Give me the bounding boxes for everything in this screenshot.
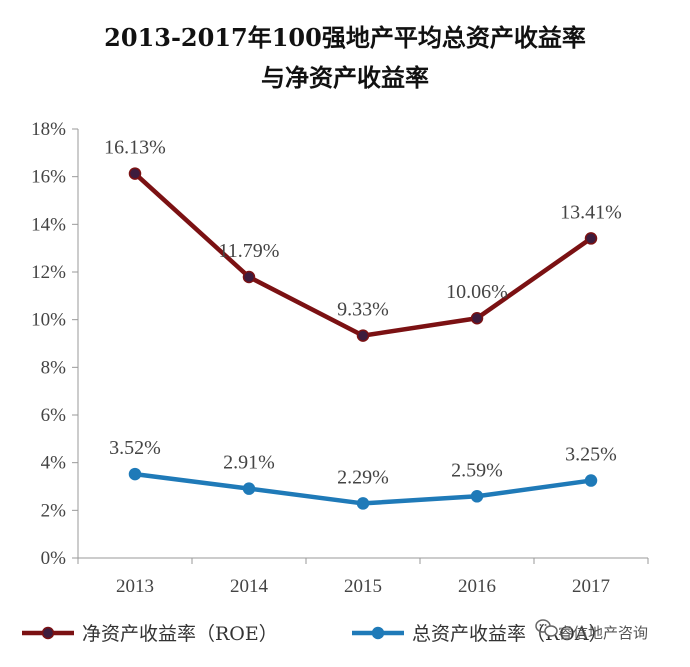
series-0-data-label: 10.06%: [446, 281, 508, 303]
y-tick-label: 12%: [31, 262, 66, 283]
x-tick-label: 2015: [344, 576, 382, 597]
series-1-point: [470, 490, 484, 503]
legend: 净资产收益率（ROE） 总资产收益率（ROA）: [22, 623, 608, 645]
series-1-point: [356, 497, 370, 510]
chart-title: 2013-2017年100强地产平均总资产收益率 与净资产收益率: [104, 23, 586, 92]
series: [128, 167, 598, 510]
y-tick-label: 0%: [41, 548, 67, 569]
series-0-point: [128, 167, 142, 180]
x-tick-label: 2014: [230, 576, 269, 597]
series-1-point: [128, 467, 142, 481]
watermark: 睿信地产咨询: [535, 619, 648, 642]
series-0-point: [470, 311, 484, 325]
y-tick-label: 8%: [41, 357, 67, 378]
chart-title-line-2: 与净资产收益率: [261, 63, 429, 92]
series-0-data-label: 16.13%: [104, 137, 166, 159]
series-1-data-label: 3.25%: [565, 444, 617, 466]
axes: 0% 2% 4% 6% 8% 10% 12% 14% 16% 18% 2013 2014 2015 201…: [31, 119, 649, 597]
wechat-icon: [535, 619, 558, 637]
legend-label-0: 净资产收益率（ROE）: [82, 623, 278, 645]
series-0-point: [356, 329, 370, 342]
series-0-data-label: 11.79%: [219, 240, 280, 262]
series-1-data-label: 2.91%: [223, 452, 275, 474]
y-tick-label: 6%: [41, 405, 67, 426]
series-0-point: [242, 270, 256, 284]
x-tick-label: 2013: [116, 576, 154, 597]
y-tick-label: 16%: [31, 167, 66, 188]
series-0-data-label: 13.41%: [560, 201, 622, 223]
legend-swatch-marker-1: [371, 626, 385, 640]
watermark-text: 睿信地产咨询: [558, 624, 648, 642]
series-1-point: [242, 482, 256, 495]
series-1-data-label: 3.52%: [109, 437, 161, 459]
legend-label-1: 总资产收益率（ROA）: [412, 623, 608, 645]
legend-swatch-marker-0: [41, 626, 55, 640]
series-0-data-label: 9.33%: [337, 299, 389, 321]
y-tick-label: 2%: [41, 500, 67, 521]
series-1-data-label: 2.29%: [337, 466, 389, 488]
chart-title-line-1: 2013-2017年100强地产平均总资产收益率: [104, 23, 586, 52]
series-0-point: [584, 232, 598, 245]
series-1-data-label: 2.59%: [451, 459, 503, 481]
data-labels: 16.13% 11.79% 9.33% 10.06% 13.41% 3.52% 2.91% 2…: [104, 137, 622, 489]
y-tick-label: 10%: [31, 310, 66, 331]
x-tick-label: 2017: [572, 576, 610, 597]
y-tick-label: 14%: [31, 214, 66, 235]
y-tick-label: 18%: [31, 119, 66, 140]
series-1-point: [584, 474, 598, 487]
x-tick-label: 2016: [458, 576, 496, 597]
y-tick-label: 4%: [41, 453, 67, 474]
